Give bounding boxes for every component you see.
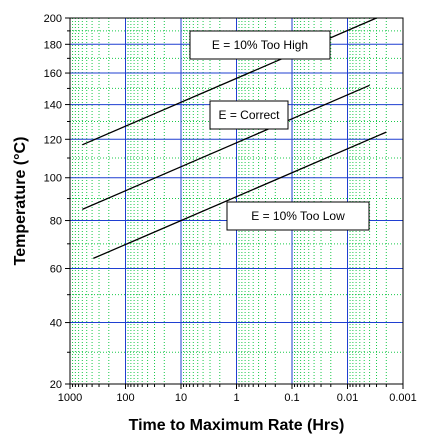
annotation-label: E = Correct <box>218 108 280 122</box>
x-tick-label: 0.01 <box>337 392 358 404</box>
x-tick-label: 100 <box>116 392 134 404</box>
y-tick-label: 20 <box>50 379 62 391</box>
y-tick-label: 60 <box>50 263 62 275</box>
series-line-3 <box>93 131 387 259</box>
y-tick-label: 200 <box>44 13 62 25</box>
x-tick-label: 0.001 <box>389 392 417 404</box>
y-tick-label: 100 <box>44 173 62 185</box>
y-tick-label: 140 <box>44 100 62 112</box>
x-axis-title: Time to Maximum Rate (Hrs) <box>129 417 345 434</box>
annotation-layer: E = 10% Too High E = Correct E = 10% Too L… <box>189 30 370 231</box>
x-tick-label: 1000 <box>58 392 82 404</box>
y-axis-title: Temperature (°C) <box>12 137 29 266</box>
y-ticks: 20 40 60 80 100 120 140 160 180 200 <box>44 13 70 391</box>
series-line-2 <box>82 84 370 210</box>
minor-grid <box>70 18 403 384</box>
annotation-2: E = Correct <box>209 100 289 130</box>
y-tick-label: 180 <box>44 39 62 51</box>
annotation-1: E = 10% Too High <box>189 30 331 60</box>
annotation-box <box>226 201 370 231</box>
x-tick-label: 10 <box>175 392 187 404</box>
y-tick-label: 160 <box>44 68 62 80</box>
annotation-label: E = 10% Too Low <box>251 209 345 223</box>
annotation-box <box>209 100 289 130</box>
y-tick-label: 40 <box>50 318 62 330</box>
x-ticks: 1000 100 10 1 0.1 0.01 0.001 <box>58 384 417 404</box>
y-tick-label: 80 <box>50 216 62 228</box>
annotation-label: E = 10% Too High <box>212 38 308 52</box>
annotation-3: E = 10% Too Low <box>226 201 370 231</box>
y-tick-label: 120 <box>44 134 62 146</box>
x-tick-label: 1 <box>233 392 239 404</box>
x-tick-label: 0.1 <box>284 392 299 404</box>
annotation-box <box>189 30 331 60</box>
